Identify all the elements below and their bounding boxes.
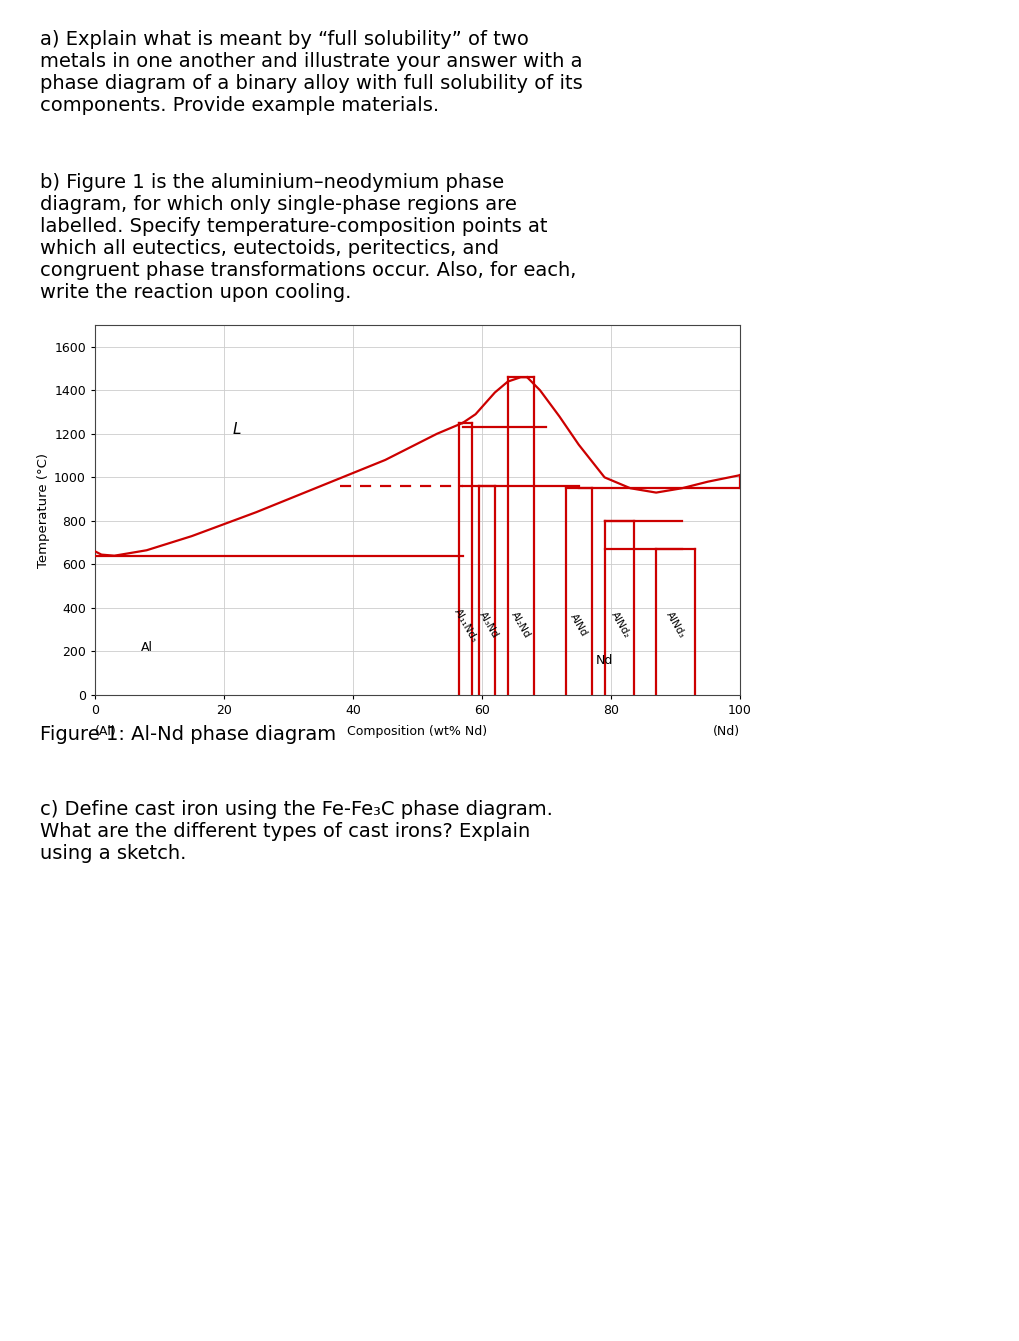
Text: Al₃Nd: Al₃Nd (477, 610, 499, 640)
Text: metals in one another and illustrate your answer with a: metals in one another and illustrate you… (40, 52, 582, 71)
Text: c) Define cast iron using the Fe-Fe₃C phase diagram.: c) Define cast iron using the Fe-Fe₃C ph… (40, 801, 552, 819)
Text: Al₂Nd: Al₂Nd (508, 610, 532, 640)
Text: which all eutectics, eutectoids, peritectics, and: which all eutectics, eutectoids, peritec… (40, 239, 498, 257)
Text: (Nd): (Nd) (712, 724, 739, 738)
Text: b) Figure 1 is the aluminium–neodymium phase: b) Figure 1 is the aluminium–neodymium p… (40, 173, 503, 192)
Text: (Al): (Al) (95, 724, 116, 738)
Text: AlNd₃: AlNd₃ (663, 610, 687, 640)
Text: congruent phase transformations occur. Also, for each,: congruent phase transformations occur. A… (40, 261, 576, 280)
Text: using a sketch.: using a sketch. (40, 843, 186, 864)
Text: phase diagram of a binary alloy with full solubility of its: phase diagram of a binary alloy with ful… (40, 74, 582, 93)
Text: write the reaction upon cooling.: write the reaction upon cooling. (40, 283, 351, 302)
Text: labelled. Specify temperature-composition points at: labelled. Specify temperature-compositio… (40, 217, 547, 236)
Text: a) Explain what is meant by “full solubility” of two: a) Explain what is meant by “full solubi… (40, 30, 529, 50)
Text: AlNd: AlNd (568, 613, 589, 638)
Text: Al: Al (141, 641, 153, 653)
Text: Al₁₁Nd₃: Al₁₁Nd₃ (451, 606, 479, 644)
Text: components. Provide example materials.: components. Provide example materials. (40, 97, 439, 115)
Text: Figure 1: Al-Nd phase diagram: Figure 1: Al-Nd phase diagram (40, 725, 336, 744)
Y-axis label: Temperature (°C): Temperature (°C) (37, 452, 50, 567)
Text: Composition (wt% Nd): Composition (wt% Nd) (347, 724, 487, 738)
Text: L: L (232, 422, 240, 437)
Text: Nd: Nd (595, 653, 612, 666)
Text: diagram, for which only single-phase regions are: diagram, for which only single-phase reg… (40, 194, 517, 215)
Text: AlNd₂: AlNd₂ (608, 610, 632, 640)
Text: What are the different types of cast irons? Explain: What are the different types of cast iro… (40, 822, 530, 841)
